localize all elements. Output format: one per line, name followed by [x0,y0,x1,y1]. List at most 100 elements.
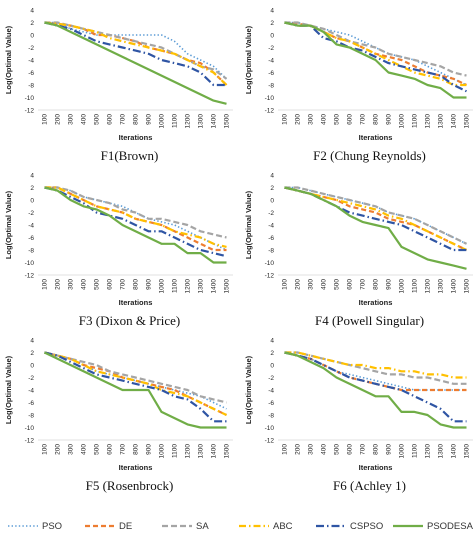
y-axis-title: Log(Optimal Value) [244,25,253,94]
legend-label: ABC [273,521,293,532]
chart-panel: 4 2 0 -2 -4 -6 -8 -10 -12 100 200 300 400 500 600 700 80… [4,337,233,493]
x-tick-label: 1300 [198,279,205,294]
y-tick-label: 4 [270,7,274,14]
x-tick-label: 1100 [412,279,419,293]
x-tick-label: 600 [107,114,114,125]
legend-label: PSODESA [427,521,474,532]
series-line-cspso [44,21,227,87]
x-tick-label: 600 [107,444,114,455]
x-axis-title: Iterations [119,133,153,142]
series-line-cspso [284,21,467,93]
series-line-pso [44,351,227,410]
y-tick-label: -8 [268,247,274,254]
y-tick-label: -10 [265,95,275,102]
y-tick-label: -10 [25,260,35,267]
x-tick-label: 1000 [159,114,166,129]
x-tick-label: 500 [94,114,101,125]
x-tick-label: 200 [55,279,62,290]
x-tick-label: 1300 [438,114,445,129]
x-tick-label: 600 [347,444,354,455]
y-tick-label: -4 [28,387,34,394]
x-tick-label: 500 [334,114,341,125]
x-tick-label: 800 [133,279,140,290]
y-tick-label: -12 [265,107,275,114]
y-tick-label: -12 [25,272,35,279]
y-tick-label: 4 [270,337,274,344]
x-axis-title: Iterations [119,298,153,307]
x-tick-label: 1000 [399,114,406,129]
x-tick-label: 1000 [159,279,166,294]
chart-panel: 4 2 0 -2 -4 -6 -8 -10 -12 100 200 300 400 500 600 700 80… [244,172,473,328]
x-tick-label: 700 [360,114,367,125]
x-axis-title: Iterations [119,463,153,472]
x-tick-label: 900 [146,279,153,290]
y-tick-label: -12 [25,107,35,114]
series-line-cspso [284,186,467,252]
y-tick-label: -12 [265,272,275,279]
y-tick-label: -10 [265,260,275,267]
x-tick-label: 500 [334,279,341,290]
y-tick-label: 4 [270,172,274,179]
x-tick-label: 700 [120,114,127,125]
legend-label: CSPSO [350,521,383,532]
x-tick-label: 100 [282,444,289,455]
x-tick-label: 1300 [198,444,205,459]
series-line-psodesa [284,186,467,270]
series-line-psodesa [284,21,467,99]
x-tick-label: 300 [308,444,315,455]
y-tick-label: -8 [28,247,34,254]
series-line-sa [284,186,467,245]
y-tick-label: -8 [28,412,34,419]
chart-caption: F1(Brown) [101,148,159,163]
y-tick-label: -2 [28,45,34,52]
y-axis-title: Log(Optimal Value) [4,355,13,424]
x-tick-label: 800 [133,114,140,125]
chart-panel: 4 2 0 -2 -4 -6 -8 -10 -12 100 200 300 400 500 600 700 80… [244,337,473,493]
x-tick-label: 1500 [464,114,471,129]
y-tick-label: 0 [30,32,34,39]
x-tick-label: 300 [68,279,75,290]
series-line-psodesa [44,186,227,264]
x-tick-label: 1100 [412,444,419,458]
y-tick-label: -6 [268,400,274,407]
series-line-abc [284,351,467,379]
y-tick-label: 2 [270,350,274,357]
x-tick-label: 1500 [464,444,471,459]
x-tick-label: 500 [334,444,341,455]
y-tick-label: 2 [30,350,34,357]
x-tick-label: 1200 [425,444,432,459]
y-tick-label: -8 [268,82,274,89]
x-tick-label: 100 [42,444,49,455]
x-tick-label: 1000 [159,444,166,459]
x-tick-label: 400 [321,279,328,290]
y-tick-label: -2 [268,210,274,217]
x-tick-label: 1500 [224,444,231,459]
x-tick-label: 1100 [172,114,179,128]
y-tick-label: -6 [28,70,34,77]
x-tick-label: 1200 [425,114,432,129]
chart-panel: 4 2 0 -2 -4 -6 -8 -10 -12 100 200 300 400 500 600 700 80… [4,7,233,163]
x-tick-label: 700 [120,444,127,455]
x-tick-label: 200 [55,114,62,125]
series-line-sa [44,186,227,239]
chart-caption: F4 (Powell Singular) [315,313,424,328]
x-tick-label: 1300 [438,279,445,294]
x-tick-label: 700 [120,279,127,290]
chart-caption: F5 (Rosenbrock) [86,478,174,493]
y-tick-label: 2 [30,20,34,27]
y-tick-label: -6 [268,70,274,77]
x-tick-label: 900 [146,444,153,455]
chart-caption: F2 (Chung Reynolds) [313,148,426,163]
x-tick-label: 1400 [211,279,218,294]
x-tick-label: 1400 [211,444,218,459]
x-tick-label: 100 [282,279,289,290]
series-line-cspso [44,186,227,258]
series-line-pso [284,186,467,245]
x-tick-label: 800 [373,279,380,290]
y-tick-label: 0 [270,32,274,39]
chart-panel: 4 2 0 -2 -4 -6 -8 -10 -12 100 200 300 400 500 600 700 80… [244,7,473,163]
series-line-abc [44,186,227,248]
x-tick-label: 300 [68,114,75,125]
y-tick-label: -8 [28,82,34,89]
y-tick-label: 2 [270,20,274,27]
